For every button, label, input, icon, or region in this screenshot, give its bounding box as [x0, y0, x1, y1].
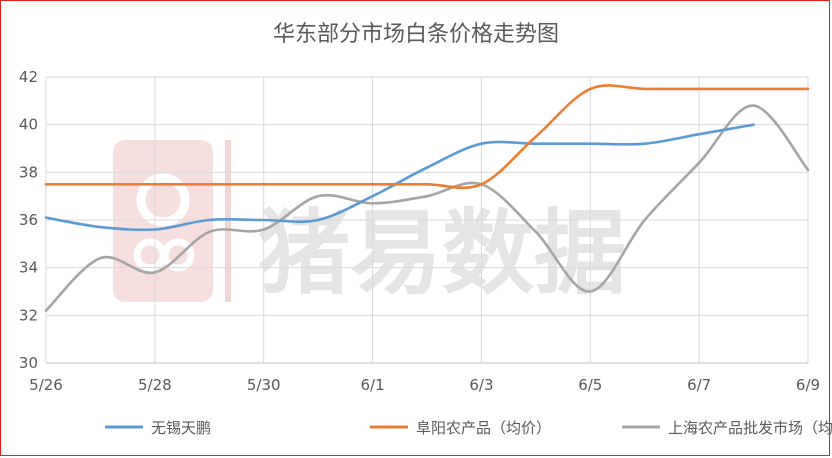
watermark-text: 猪易数据 — [258, 200, 626, 307]
y-tick-label: 40 — [19, 116, 38, 134]
legend-label-2: 阜阳农产品（均价） — [416, 419, 551, 437]
watermark: 猪易数据 — [113, 140, 626, 307]
series-lines — [44, 84, 810, 312]
x-tick-label: 5/26 — [29, 376, 63, 394]
x-tick-label: 6/9 — [796, 376, 820, 394]
y-tick-label: 30 — [19, 354, 38, 372]
x-tick-label: 6/7 — [687, 376, 711, 394]
gridlines — [46, 76, 808, 316]
y-tick-label: 42 — [19, 68, 38, 86]
y-axis-tick-labels: 30 32 34 36 38 40 42 — [19, 68, 38, 372]
x-tick-label: 6/3 — [469, 376, 493, 394]
series-line-3 — [44, 104, 810, 312]
legend-label-1: 无锡天鹏 — [151, 419, 211, 437]
y-tick-label: 36 — [19, 211, 38, 229]
y-tick-label: 38 — [19, 163, 38, 181]
x-tick-label: 5/30 — [247, 376, 281, 394]
series-line-2 — [44, 84, 810, 190]
x-tick-label: 5/28 — [138, 376, 172, 394]
x-tick-label: 6/1 — [361, 376, 385, 394]
y-tick-label: 32 — [19, 306, 38, 324]
chart-title: 华东部分市场白条价格走势图 — [273, 22, 559, 47]
x-tick-label: 6/5 — [578, 376, 602, 394]
legend-label-3: 上海农产品批发市场（均价） — [668, 419, 832, 437]
series-line-1 — [44, 123, 755, 232]
x-axis-tick-marks — [45, 77, 809, 363]
y-tick-label: 34 — [19, 259, 38, 277]
legend: 无锡天鹏 阜阳农产品（均价） 上海农产品批发市场（均价） — [105, 419, 832, 437]
x-axis-tick-labels: 5/26 5/28 5/30 6/1 6/3 6/5 6/7 6/9 — [29, 376, 820, 394]
